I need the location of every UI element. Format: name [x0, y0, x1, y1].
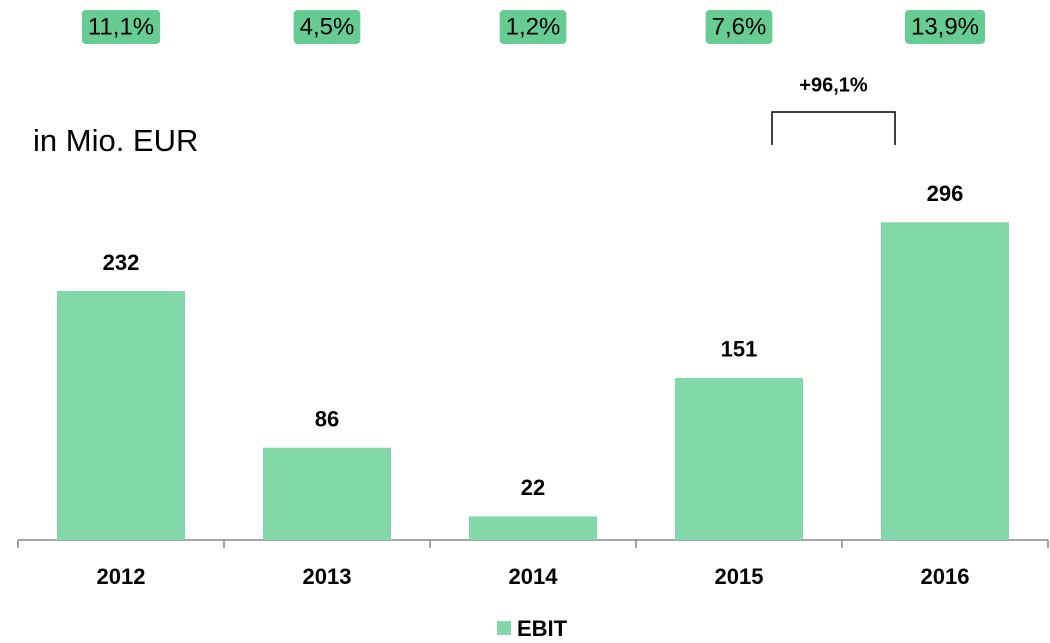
growth-bracket — [771, 111, 896, 145]
x-tick-label: 2012 — [97, 564, 146, 589]
margin-label: 11,1% — [88, 13, 154, 40]
legend-swatch — [497, 621, 511, 635]
value-label: 86 — [315, 407, 339, 432]
margin-box — [81, 10, 161, 44]
margin-label: 4,5% — [300, 13, 355, 40]
margin-box — [705, 10, 773, 44]
margin-box — [499, 10, 567, 44]
value-label: 296 — [927, 181, 964, 206]
bar — [263, 447, 391, 540]
unit-label: in Mio. EUR — [33, 123, 198, 158]
legend-label: EBIT — [517, 616, 568, 641]
x-tick-label: 2016 — [921, 564, 970, 589]
x-tick-label: 2013 — [303, 564, 352, 589]
bar — [675, 377, 803, 540]
x-tick-label: 2014 — [509, 564, 559, 589]
value-label: 232 — [103, 250, 140, 275]
bar — [881, 222, 1009, 540]
x-tick-label: 2015 — [715, 564, 764, 589]
margin-label: 1,2% — [506, 13, 561, 40]
margin-label: 13,9% — [911, 13, 979, 40]
margin-box — [293, 10, 361, 44]
margin-label: 7,6% — [712, 13, 767, 40]
value-label: 22 — [521, 475, 545, 500]
growth-label: +96,1% — [799, 74, 868, 96]
bar — [469, 516, 597, 540]
bar — [57, 290, 185, 540]
margin-box — [904, 10, 986, 44]
value-label: 151 — [721, 337, 758, 362]
